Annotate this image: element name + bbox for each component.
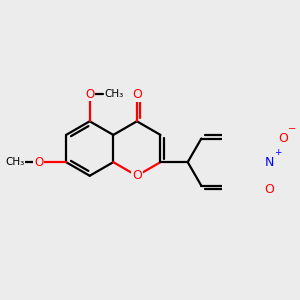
Text: N: N <box>265 156 274 169</box>
Text: O: O <box>132 169 142 182</box>
Text: O: O <box>278 132 288 145</box>
Text: CH₃: CH₃ <box>5 157 25 167</box>
Text: −: − <box>288 124 296 134</box>
Text: CH₃: CH₃ <box>104 89 123 99</box>
Text: O: O <box>265 183 275 196</box>
Text: O: O <box>85 88 94 100</box>
Text: O: O <box>34 156 44 169</box>
Text: O: O <box>132 88 142 100</box>
Text: +: + <box>274 148 282 157</box>
